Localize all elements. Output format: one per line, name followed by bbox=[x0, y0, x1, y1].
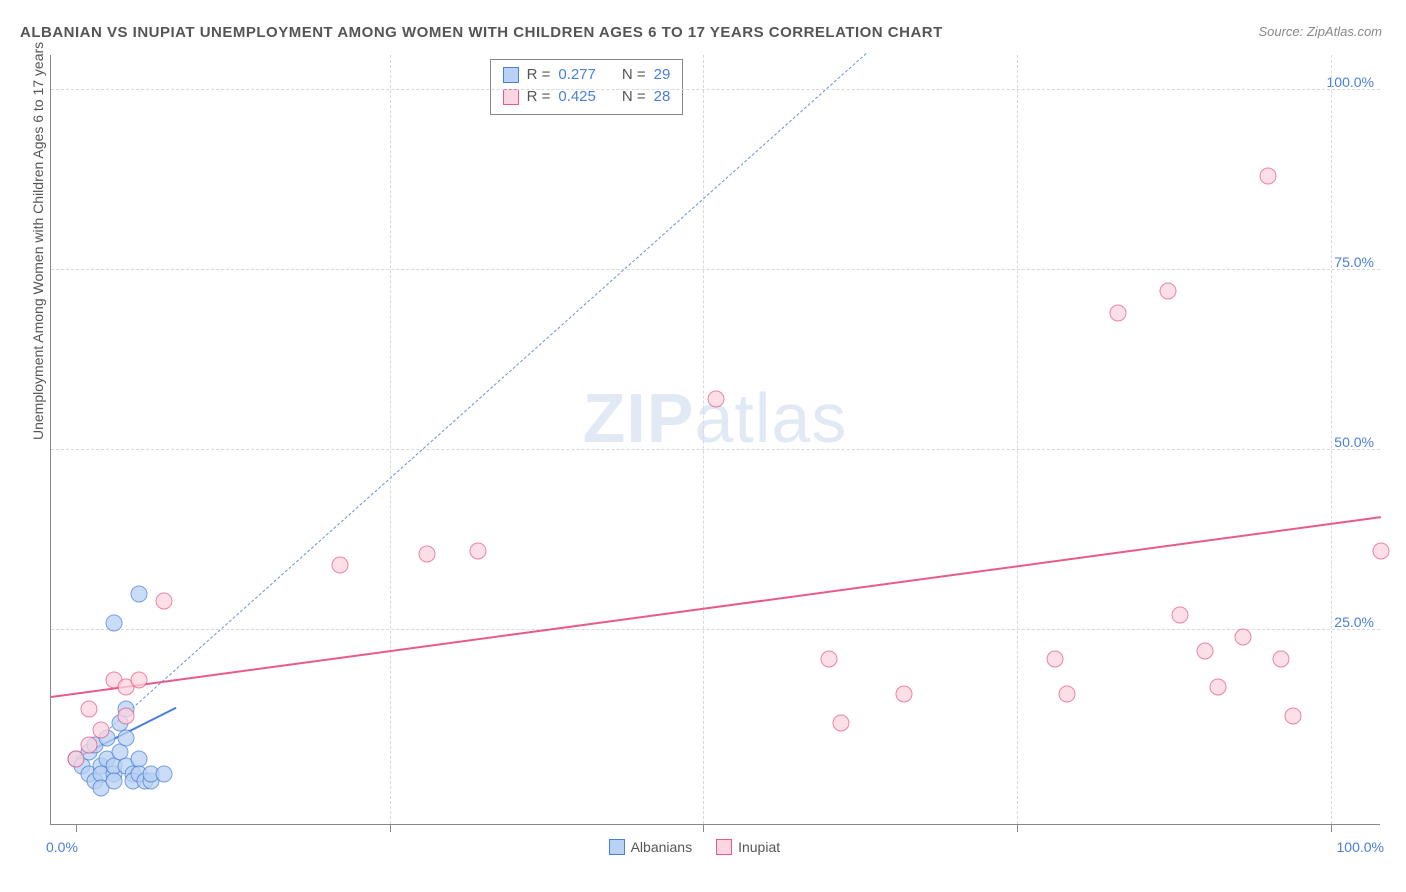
gridline-v bbox=[1017, 55, 1018, 824]
data-point bbox=[1234, 628, 1251, 645]
albanians-trend-line bbox=[76, 53, 867, 759]
data-point bbox=[155, 592, 172, 609]
y-tick-label: 50.0% bbox=[1334, 434, 1374, 450]
data-point bbox=[118, 708, 135, 725]
n-label: N = bbox=[622, 64, 646, 86]
legend-item: Albanians bbox=[609, 839, 693, 855]
data-point bbox=[896, 686, 913, 703]
data-point bbox=[68, 751, 85, 768]
plot-area: ZIPatlas R =0.277N =29R =0.425N =28 25.0… bbox=[50, 55, 1380, 825]
data-point bbox=[708, 391, 725, 408]
legend-label: Inupiat bbox=[738, 839, 780, 855]
source-label: Source: ZipAtlas.com bbox=[1258, 24, 1382, 39]
data-point bbox=[833, 715, 850, 732]
data-point bbox=[118, 729, 135, 746]
data-point bbox=[80, 736, 97, 753]
data-point bbox=[93, 722, 110, 739]
data-point bbox=[130, 672, 147, 689]
data-point bbox=[1109, 305, 1126, 322]
gridline-h bbox=[51, 449, 1380, 450]
bottom-legend: Albanians Inupiat bbox=[609, 839, 781, 855]
data-point bbox=[1197, 643, 1214, 660]
plot-wrap: ZIPatlas R =0.277N =29R =0.425N =28 25.0… bbox=[50, 55, 1380, 825]
y-tick-label: 75.0% bbox=[1334, 254, 1374, 270]
data-point bbox=[1046, 650, 1063, 667]
x-max-label: 100.0% bbox=[1337, 839, 1384, 855]
x-min-label: 0.0% bbox=[46, 839, 78, 855]
stats-legend: R =0.277N =29R =0.425N =28 bbox=[490, 59, 684, 115]
data-point bbox=[105, 772, 122, 789]
data-point bbox=[419, 546, 436, 563]
data-point bbox=[105, 614, 122, 631]
y-tick-label: 100.0% bbox=[1327, 74, 1374, 90]
data-point bbox=[1373, 542, 1390, 559]
gridline-h bbox=[51, 629, 1380, 630]
data-point bbox=[1209, 679, 1226, 696]
x-tick bbox=[390, 824, 391, 832]
data-point bbox=[331, 556, 348, 573]
data-point bbox=[1285, 708, 1302, 725]
gridline-v bbox=[703, 55, 704, 824]
chart-title: ALBANIAN VS INUPIAT UNEMPLOYMENT AMONG W… bbox=[20, 24, 943, 41]
x-tick bbox=[1331, 824, 1332, 832]
data-point bbox=[469, 542, 486, 559]
watermark-prefix: ZIP bbox=[583, 379, 695, 457]
legend-swatch bbox=[716, 839, 732, 855]
gridline-v bbox=[390, 55, 391, 824]
legend-swatch bbox=[503, 67, 519, 83]
data-point bbox=[1272, 650, 1289, 667]
y-axis-label: Unemployment Among Women with Children A… bbox=[30, 42, 46, 440]
legend-swatch bbox=[609, 839, 625, 855]
data-point bbox=[1172, 607, 1189, 624]
data-point bbox=[80, 700, 97, 717]
data-point bbox=[1059, 686, 1076, 703]
r-label: R = bbox=[527, 64, 551, 86]
gridline-h bbox=[51, 89, 1380, 90]
stats-legend-row: R = 0.277 N = 29 bbox=[503, 64, 671, 86]
gridline-v bbox=[1331, 55, 1332, 824]
n-value: 29 bbox=[654, 64, 671, 86]
data-point bbox=[155, 765, 172, 782]
r-value: 0.277 bbox=[558, 64, 596, 86]
data-point bbox=[820, 650, 837, 667]
data-point bbox=[1260, 168, 1277, 185]
y-tick-label: 25.0% bbox=[1334, 614, 1374, 630]
x-tick bbox=[703, 824, 704, 832]
data-point bbox=[1159, 283, 1176, 300]
legend-item: Inupiat bbox=[716, 839, 780, 855]
x-tick bbox=[1017, 824, 1018, 832]
data-point bbox=[130, 585, 147, 602]
x-tick bbox=[76, 824, 77, 832]
legend-label: Albanians bbox=[631, 839, 693, 855]
legend-swatch bbox=[503, 89, 519, 105]
gridline-h bbox=[51, 269, 1380, 270]
